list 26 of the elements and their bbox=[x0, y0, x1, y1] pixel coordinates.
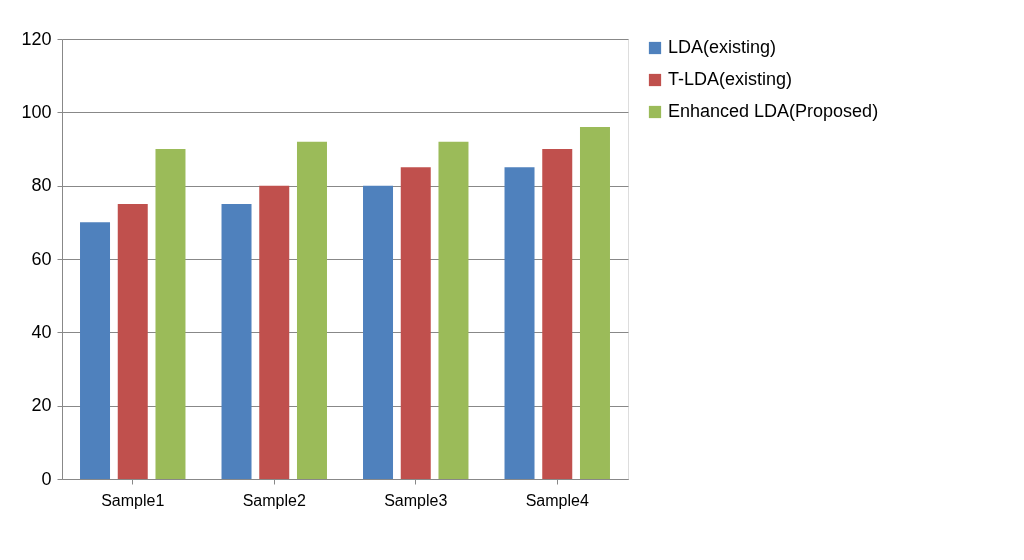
bar bbox=[363, 185, 394, 479]
x-tick-label: Sample4 bbox=[525, 491, 589, 509]
y-tick-label: 40 bbox=[31, 321, 52, 342]
legend-label: Enhanced LDA(Proposed) bbox=[668, 101, 879, 121]
bar bbox=[400, 167, 431, 479]
bar bbox=[579, 127, 610, 479]
y-tick-label: 100 bbox=[21, 101, 52, 122]
bar bbox=[542, 149, 573, 479]
bar bbox=[259, 185, 290, 479]
bar bbox=[80, 222, 111, 479]
bar bbox=[117, 204, 148, 479]
bar bbox=[504, 167, 535, 479]
legend-label: LDA(existing) bbox=[668, 37, 777, 57]
y-tick-label: 60 bbox=[31, 248, 52, 269]
y-tick-label: 0 bbox=[41, 468, 52, 489]
y-tick-label: 20 bbox=[31, 395, 52, 416]
x-tick-label: Sample2 bbox=[242, 491, 306, 509]
bar bbox=[155, 149, 186, 479]
x-tick-label: Sample1 bbox=[101, 491, 165, 509]
y-tick-label: 80 bbox=[31, 175, 52, 196]
bar bbox=[296, 141, 327, 479]
bar bbox=[438, 141, 469, 479]
y-tick-label: 120 bbox=[21, 28, 52, 49]
legend-label: T-LDA(existing) bbox=[668, 69, 793, 89]
bar bbox=[221, 204, 252, 479]
x-tick-label: Sample3 bbox=[384, 491, 448, 509]
